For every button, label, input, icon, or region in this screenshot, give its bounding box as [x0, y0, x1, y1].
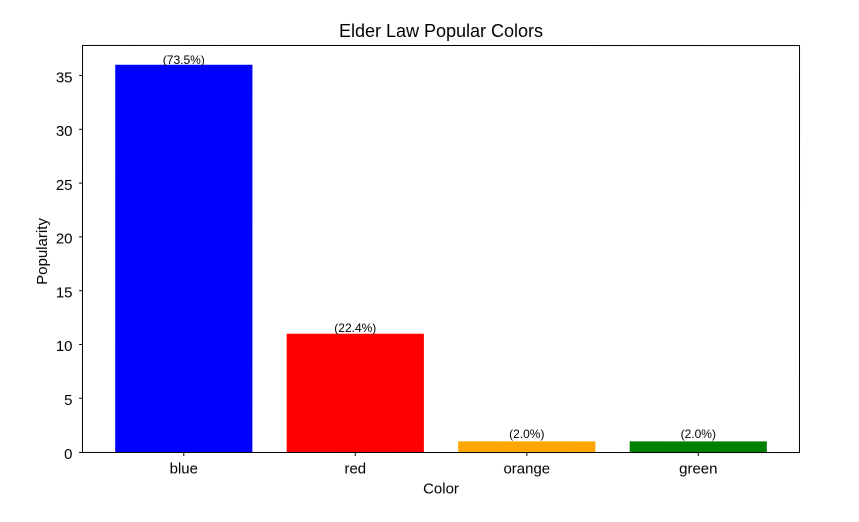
svg-text:Color: Color	[423, 480, 459, 497]
svg-text:(22.4%): (22.4%)	[334, 321, 376, 335]
svg-text:20: 20	[56, 231, 73, 248]
svg-text:15: 15	[56, 284, 73, 301]
svg-text:10: 10	[56, 338, 73, 355]
svg-text:25: 25	[56, 177, 73, 194]
svg-text:Elder Law Popular Colors: Elder Law Popular Colors	[339, 21, 543, 41]
svg-text:0: 0	[64, 446, 72, 463]
svg-text:blue: blue	[170, 460, 198, 477]
svg-text:orange: orange	[503, 461, 550, 478]
svg-text:Popularity: Popularity	[34, 218, 51, 285]
svg-text:(2.0%): (2.0%)	[509, 427, 544, 441]
svg-text:red: red	[344, 460, 366, 477]
svg-text:30: 30	[56, 123, 73, 140]
svg-text:5: 5	[64, 392, 72, 409]
svg-text:35: 35	[56, 69, 73, 86]
svg-text:(73.5%): (73.5%)	[163, 53, 205, 67]
svg-text:(2.0%): (2.0%)	[681, 427, 716, 441]
svg-text:green: green	[679, 461, 717, 478]
